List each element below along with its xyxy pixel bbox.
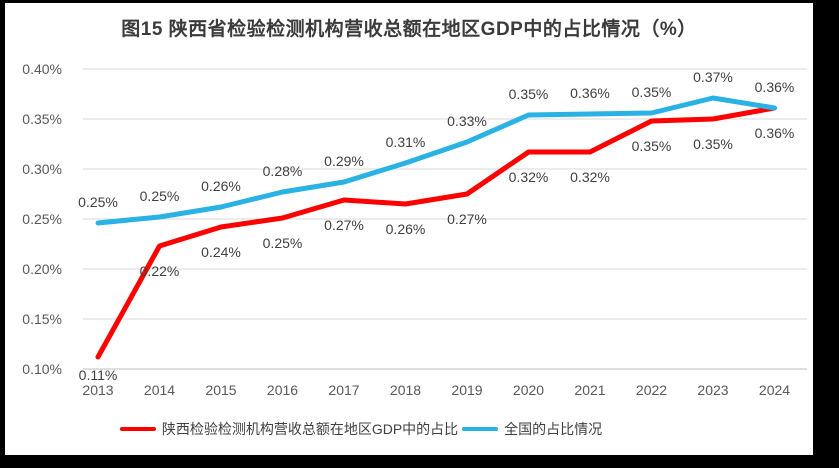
x-axis-tick-label: 2015 <box>205 382 236 398</box>
x-axis-tick-label: 2020 <box>513 382 544 398</box>
data-label: 0.27% <box>324 217 364 233</box>
data-label: 0.26% <box>386 221 426 237</box>
y-axis-tick-label: 0.25% <box>22 211 62 227</box>
y-axis-tick-label: 0.20% <box>22 261 62 277</box>
x-axis-tick-label: 2022 <box>636 382 667 398</box>
x-axis-tick-label: 2014 <box>144 382 175 398</box>
red-line-swatch-icon <box>119 427 156 431</box>
data-label: 0.11% <box>79 367 118 383</box>
data-label: 0.31% <box>386 134 426 150</box>
y-axis-tick-label: 0.35% <box>22 111 62 127</box>
data-label: 0.28% <box>263 163 303 179</box>
y-axis-tick-label: 0.30% <box>22 161 62 177</box>
x-axis-tick-label: 2023 <box>697 382 728 398</box>
data-label: 0.35% <box>632 84 672 100</box>
y-axis-tick-label: 0.15% <box>22 311 62 327</box>
series-line-shaanxi <box>95 105 777 360</box>
data-label: 0.27% <box>447 211 487 227</box>
blue-line-swatch-icon <box>462 427 499 431</box>
data-label: 0.36% <box>570 85 610 101</box>
data-label: 0.35% <box>509 86 549 102</box>
data-label: 0.25% <box>78 194 118 210</box>
data-label: 0.32% <box>570 169 610 185</box>
x-axis-tick-label: 2013 <box>82 382 113 398</box>
data-label: 0.33% <box>447 113 487 129</box>
chart-title: 图15 陕西省检验检测机构营收总额在地区GDP中的占比情况（%） <box>121 19 697 40</box>
y-axis-tick-label: 0.40% <box>22 61 62 77</box>
data-label: 0.37% <box>693 69 733 85</box>
legend-label-national: 全国的占比情况 <box>504 421 603 437</box>
data-label: 0.36% <box>755 79 795 95</box>
chart-plot: 0.40% 0.35% 0.30% 0.25% 0.20% 0.15% 0.10% 2013 2… <box>22 61 807 398</box>
chart-panel: 图15 陕西省检验检测机构营收总额在地区GDP中的占比情况（%） 0.40% 0.… <box>5 3 813 455</box>
series-line-national <box>95 95 777 226</box>
data-label: 0.26% <box>201 178 241 194</box>
data-label: 0.35% <box>693 136 733 152</box>
data-label: 0.32% <box>509 169 549 185</box>
x-axis-tick-label: 2017 <box>328 382 359 398</box>
data-label: 0.25% <box>263 235 303 251</box>
x-axis-tick-label: 2021 <box>574 382 605 398</box>
chart-legend: 陕西检验检测机构营收总额在地区GDP中的占比 全国的占比情况 <box>0 419 765 439</box>
data-label: 0.25% <box>140 188 180 204</box>
x-axis-tick-label: 2018 <box>390 382 421 398</box>
data-label: 0.29% <box>324 153 364 169</box>
data-label: 0.24% <box>201 244 241 260</box>
data-label: 0.35% <box>632 138 672 154</box>
data-label: 0.36% <box>755 125 795 141</box>
x-axis-tick-label: 2024 <box>759 382 790 398</box>
data-label: 0.22% <box>140 263 180 279</box>
x-axis-tick-label: 2019 <box>451 382 482 398</box>
y-axis-tick-label: 0.10% <box>22 361 62 377</box>
legend-item-national: 全国的占比情况 <box>462 419 602 439</box>
x-axis-tick-label: 2016 <box>267 382 298 398</box>
legend-label-shaanxi: 陕西检验检测机构营收总额在地区GDP中的占比 <box>161 421 459 437</box>
legend-item-shaanxi: 陕西检验检测机构营收总额在地区GDP中的占比 <box>119 419 459 439</box>
